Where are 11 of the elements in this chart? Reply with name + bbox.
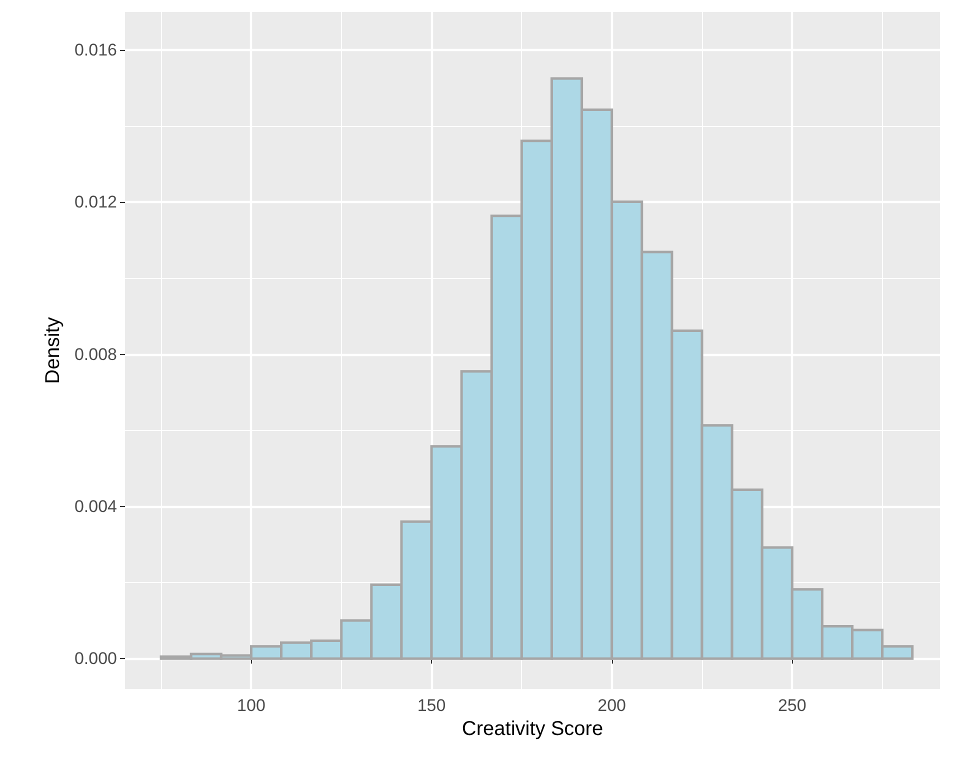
y-axis-title: Density: [42, 317, 64, 384]
y-tick-label: 0.004: [74, 496, 117, 516]
x-tick-label: 200: [598, 696, 626, 715]
y-tick-label: 0.016: [74, 40, 117, 60]
x-tick-label: 150: [417, 696, 446, 715]
y-tick-label: 0.008: [74, 344, 117, 364]
x-tick-label: 250: [778, 696, 806, 715]
x-tick-label: 100: [237, 696, 266, 715]
y-tick-label: 0.000: [74, 649, 117, 668]
y-tick-label: 0.012: [74, 192, 117, 212]
x-axis-title: Creativity Score: [462, 718, 604, 740]
